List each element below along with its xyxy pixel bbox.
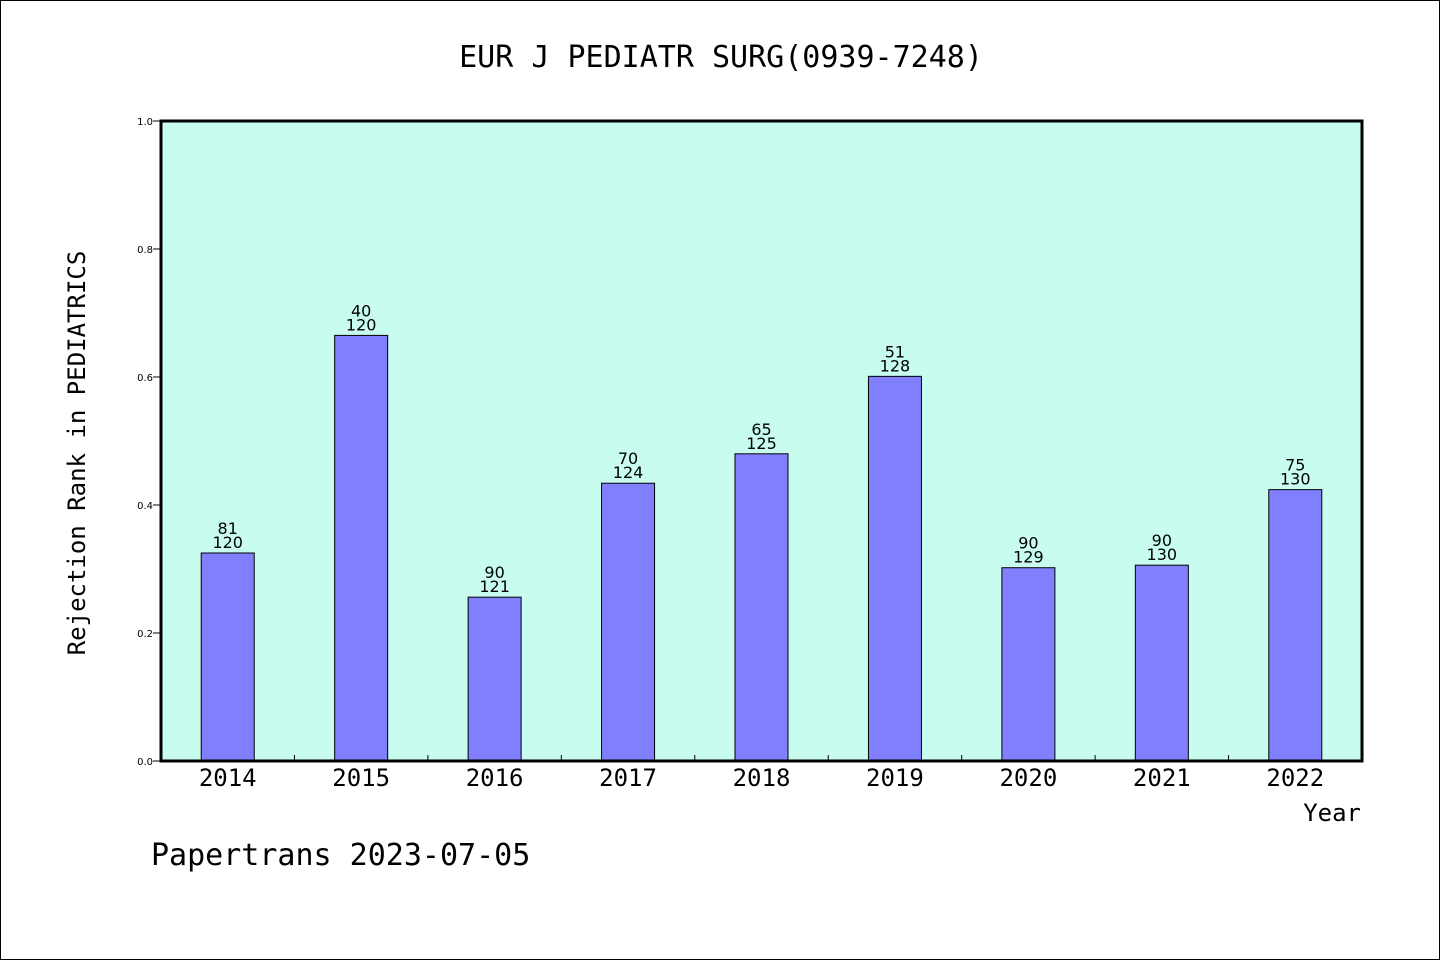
x-tick-label: 2021 xyxy=(1133,764,1191,792)
bar-label-top: 90 xyxy=(1018,534,1038,553)
x-tick-label: 2016 xyxy=(466,764,524,792)
y-tick-label: 0.2 xyxy=(137,629,153,640)
bar-label-bottom: 125 xyxy=(746,434,777,453)
bar-label-bottom: 128 xyxy=(880,356,911,375)
bar-labels: 8112040120901217012465125511289012990130… xyxy=(212,301,1310,596)
bar-label-bottom: 120 xyxy=(346,315,377,334)
bar-2021 xyxy=(1134,564,1189,762)
plot-border xyxy=(159,119,1364,763)
bar-2016 xyxy=(467,596,522,762)
x-tick-label: 2017 xyxy=(599,764,657,792)
bar-label-top: 81 xyxy=(218,519,238,538)
bar-2015 xyxy=(334,334,389,762)
bar-label-top: 40 xyxy=(351,301,371,320)
x-tick-label: 2014 xyxy=(199,764,257,792)
bar-2014 xyxy=(200,552,255,762)
bar-2018 xyxy=(734,453,789,762)
x-tick-label: 2018 xyxy=(733,764,791,792)
bar-2019 xyxy=(867,375,922,762)
bar-label-bottom: 129 xyxy=(1013,548,1044,567)
bar-label-bottom: 130 xyxy=(1280,470,1311,489)
y-tick-label: 0.6 xyxy=(137,373,153,384)
bar-label-top: 65 xyxy=(751,420,771,439)
bar-label-top: 90 xyxy=(1152,531,1172,550)
x-axis-label: Year xyxy=(1303,799,1361,827)
x-tick-label: 2015 xyxy=(332,764,390,792)
bar-label-top: 70 xyxy=(618,449,638,468)
bar-label-top: 51 xyxy=(885,342,905,361)
bar-label-bottom: 121 xyxy=(479,577,510,596)
bar-label-top: 75 xyxy=(1285,456,1305,475)
x-tick-label: 2022 xyxy=(1266,764,1324,792)
footer-stamp: Papertrans 2023-07-05 xyxy=(151,838,530,873)
bar-label-bottom: 130 xyxy=(1147,545,1178,564)
y-tick-label: 1.0 xyxy=(137,117,153,128)
bar-label-bottom: 120 xyxy=(212,533,243,552)
bar-2017 xyxy=(601,482,656,762)
bar-label-bottom: 124 xyxy=(613,463,644,482)
y-axis: 0.0 0.2 0.4 0.6 0.8 1.0 xyxy=(137,117,161,768)
y-tick-label: 0.0 xyxy=(137,757,153,768)
bar-label-top: 90 xyxy=(484,563,504,582)
x-tick-label: 2020 xyxy=(999,764,1057,792)
y-tick-label: 0.8 xyxy=(137,245,153,256)
bar-2020 xyxy=(1001,567,1056,762)
x-axis: 2014 2015 2016 2017 2018 2019 2020 2021 2022 xyxy=(199,755,1324,792)
bar-2022 xyxy=(1268,489,1323,762)
bars xyxy=(200,334,1323,762)
y-tick-label: 0.4 xyxy=(137,501,153,512)
chart-title: EUR J PEDIATR SURG(0939-7248) xyxy=(459,40,983,75)
y-axis-label: Rejection Rank in PEDIATRICS xyxy=(63,251,91,656)
x-tick-label: 2019 xyxy=(866,764,924,792)
